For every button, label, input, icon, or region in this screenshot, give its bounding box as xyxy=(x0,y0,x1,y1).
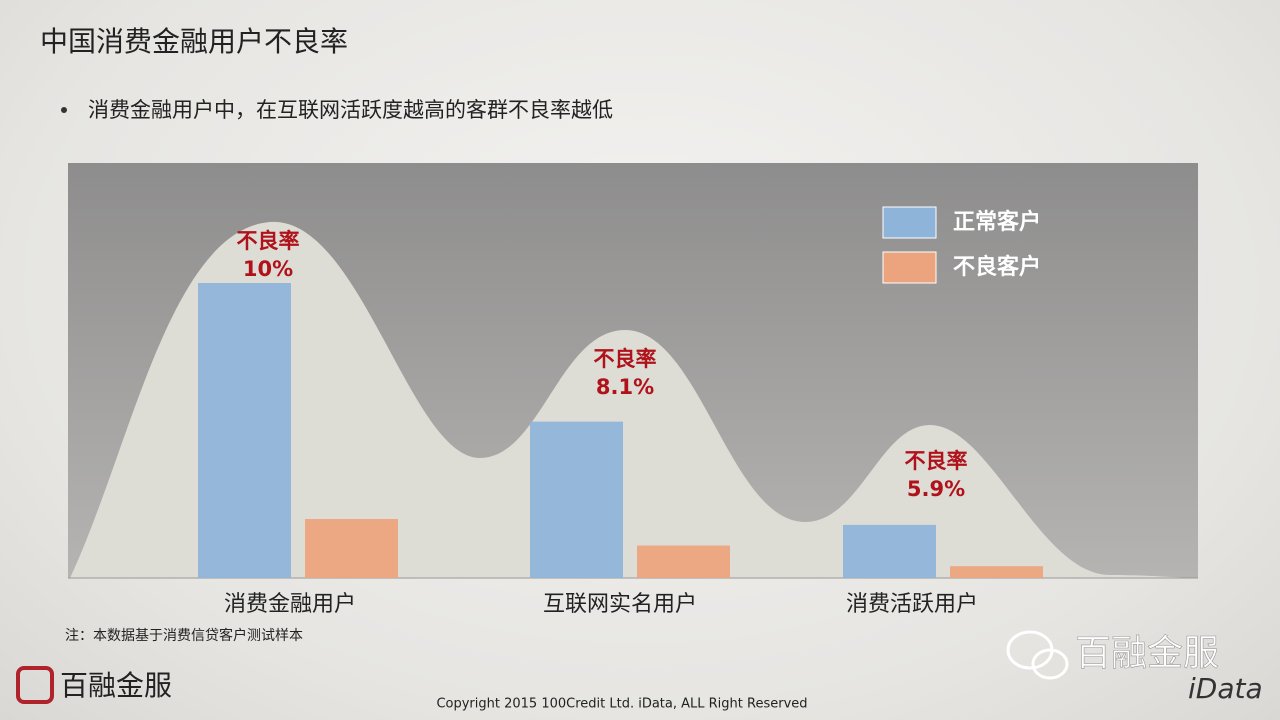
rate-label: 不良率 xyxy=(905,449,968,473)
legend-label: 不良客户 xyxy=(953,254,1041,280)
bullet-text: 消费金融用户中，在互联网活跃度越高的客群不良率越低 xyxy=(88,98,613,122)
rate-label: 8.1% xyxy=(596,375,654,399)
bar xyxy=(637,545,730,578)
slide-title: 中国消费金融用户不良率 xyxy=(40,25,348,58)
x-tick-label: 消费金融用户 xyxy=(224,592,356,617)
rate-label: 10% xyxy=(243,257,293,281)
bar xyxy=(950,566,1043,578)
bullet-dot xyxy=(61,107,67,113)
legend-swatch xyxy=(882,206,937,239)
bar xyxy=(530,421,623,578)
bar xyxy=(843,524,936,578)
logo-text: 百融金服 xyxy=(60,669,172,702)
logo-icon xyxy=(16,666,54,704)
x-tick-label: 互联网实名用户 xyxy=(543,592,697,617)
bar xyxy=(305,519,398,578)
legend-label: 正常客户 xyxy=(953,209,1041,235)
rate-label: 不良率 xyxy=(594,347,657,371)
wechat-icon-2 xyxy=(1031,648,1069,680)
bar xyxy=(198,283,291,578)
wechat-name: 百融金服 xyxy=(1075,633,1219,674)
rate-label: 不良率 xyxy=(237,229,300,253)
x-tick-label: 消费活跃用户 xyxy=(846,592,978,617)
mountain-shape xyxy=(70,221,1198,578)
legend-swatch xyxy=(882,251,937,284)
note: 注：本数据基于消费信贷客户测试样本 xyxy=(65,627,303,644)
brand: iData xyxy=(1188,672,1263,705)
rate-label: 5.9% xyxy=(907,477,965,501)
copyright: Copyright 2015 100Credit Ltd. iData, ALL… xyxy=(436,697,807,712)
